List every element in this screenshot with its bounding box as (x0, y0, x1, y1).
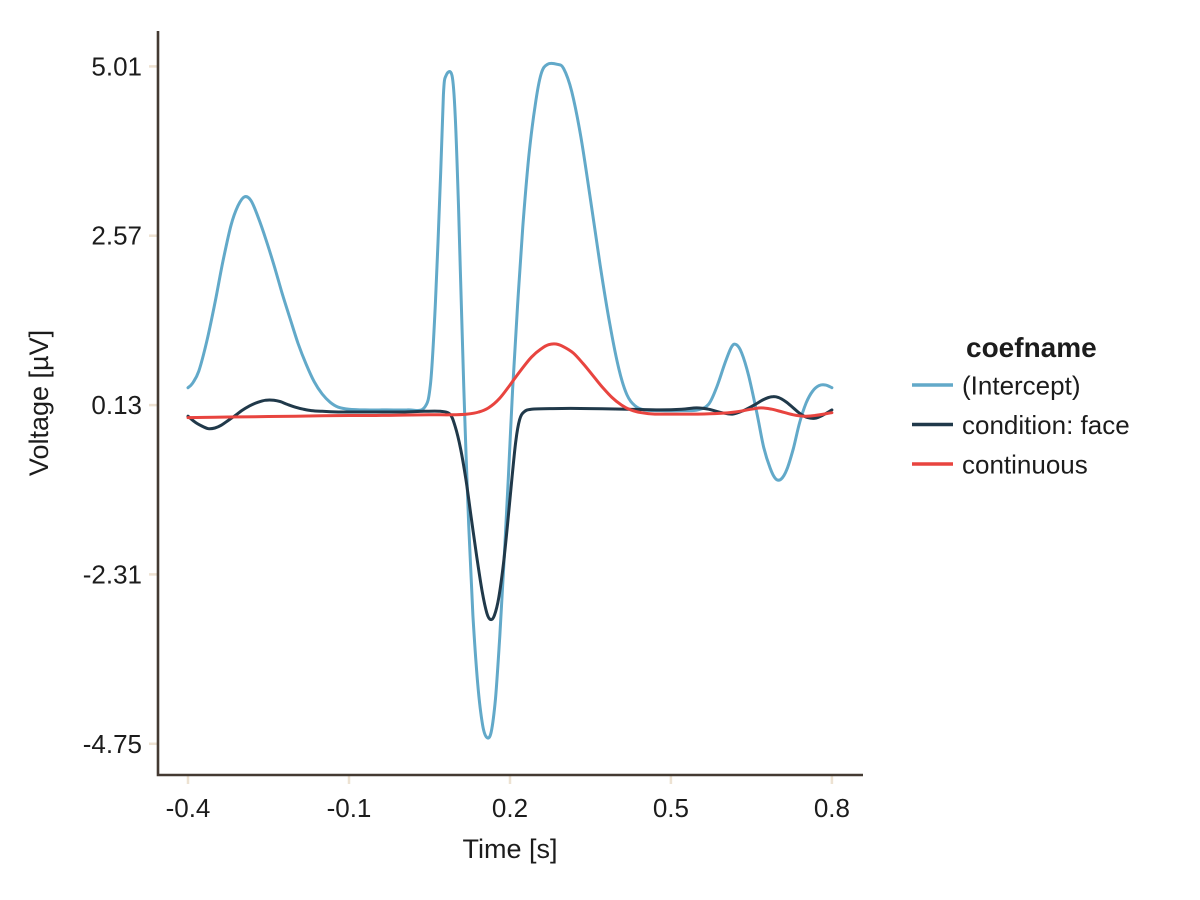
x-tick-label: 0.8 (814, 793, 850, 823)
legend-label-0: (Intercept) (962, 371, 1081, 401)
y-tick-label: 2.57 (91, 221, 142, 251)
series-line-0--intercept- (186, 61, 834, 740)
x-tick-label: -0.1 (327, 793, 372, 823)
legend: coefname (Intercept) condition: face contin… (912, 332, 1130, 480)
y-tick-label: -2.31 (83, 559, 142, 589)
series-lines (186, 61, 834, 740)
x-tick-label: -0.4 (166, 793, 211, 823)
x-tick-label: 0.2 (492, 793, 528, 823)
y-tick-label: -4.75 (83, 729, 142, 759)
series-line-2-continuous (186, 342, 834, 420)
legend-label-2: continuous (962, 450, 1088, 480)
legend-label-1: condition: face (962, 410, 1130, 440)
y-tick-label: 0.13 (91, 390, 142, 420)
x-tick-labels: -0.4 -0.1 0.2 0.5 0.8 (166, 793, 850, 823)
y-tick-label: 5.01 (91, 51, 142, 81)
axes-frame (156, 31, 863, 777)
y-axis-title: Voltage [µV] (24, 330, 54, 476)
y-tick-labels: 5.01 2.57 0.13 -2.31 -4.75 (83, 51, 142, 758)
series-line-1-condition-face (186, 395, 834, 622)
x-tick-label: 0.5 (653, 793, 689, 823)
tick-marks (149, 65, 834, 784)
legend-title: coefname (966, 332, 1097, 363)
x-axis-title: Time [s] (462, 834, 557, 864)
